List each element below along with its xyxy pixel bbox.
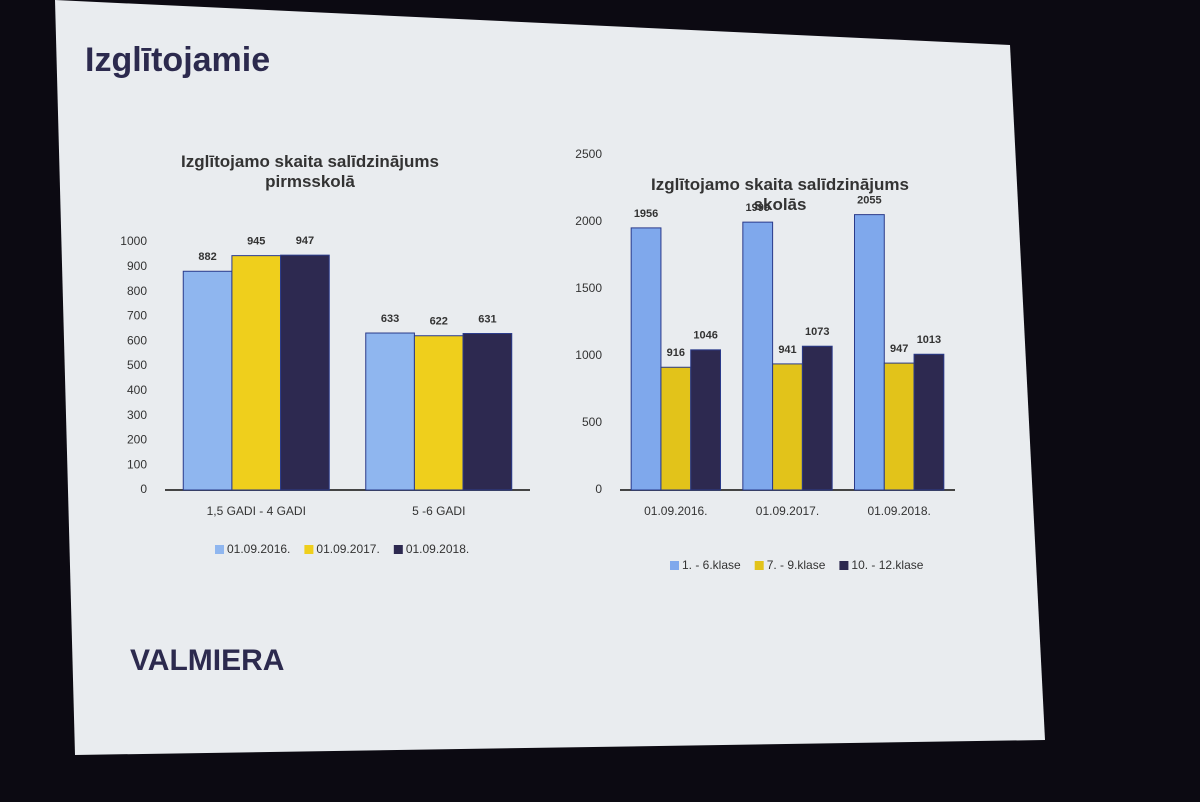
x-tick-label: 1,5 GADI - 4 GADI [207,504,306,518]
y-tick-label: 300 [127,408,147,422]
bar [660,366,692,491]
slide-title: Izglītojamie [85,41,270,79]
bar [913,353,945,491]
bar [182,270,233,491]
y-tick-label: 1000 [575,348,602,362]
y-tick-label: 500 [127,358,147,372]
data-label: 947 [296,235,314,247]
legend-swatch [754,561,764,570]
data-label: 2055 [857,195,881,207]
y-tick-label: 2000 [575,214,602,228]
legend-swatch [215,545,224,554]
data-label: 622 [430,316,448,328]
chart-title: Izglītojamo skaita salīdzinājums pirmssk… [181,152,439,191]
y-tick-label: 800 [127,284,147,298]
slide-background [55,0,1045,755]
bar [231,255,282,491]
bar [883,362,915,491]
y-tick-label: 100 [127,457,147,471]
y-tick-label: 1500 [575,281,602,295]
data-label: 941 [778,344,796,356]
y-tick-label: 700 [127,309,147,323]
bar [742,221,774,491]
logo: VALMIERA [130,644,284,677]
x-tick-label: 01.09.2018. [867,504,930,518]
y-tick-label: 500 [582,415,602,429]
bar [854,214,885,491]
legend-label: 7. - 9.klase [767,558,826,572]
bar [365,332,415,491]
bar [462,333,513,491]
x-tick-label: 5 -6 GADI [412,504,465,518]
y-tick-label: 200 [127,433,147,447]
data-label: 1013 [917,334,941,346]
bar [630,227,662,491]
bar [413,335,464,491]
y-tick-label: 1000 [120,234,147,248]
y-tick-label: 900 [127,259,147,273]
legend-swatch [393,545,403,554]
bar [772,363,803,491]
y-tick-label: 2500 [575,147,602,161]
legend-label: 1. - 6.klase [682,558,741,572]
bar [801,345,833,491]
chart-title: Izglītojamo skaita salīdzinājums skolās [651,175,909,214]
legend-label: 01.09.2018. [406,542,469,556]
legend-label: 10. - 12.klase [851,558,923,572]
legend-swatch [304,545,314,554]
legend-label: 01.09.2017. [316,542,379,556]
bar [690,349,722,491]
data-label: 947 [890,343,908,355]
legend-swatch [670,561,679,570]
data-label: 945 [247,236,265,248]
legend-label: 01.09.2016. [227,542,290,556]
x-tick-label: 01.09.2016. [644,504,707,518]
data-label: 1046 [693,330,717,342]
y-tick-label: 0 [595,482,602,496]
legend-swatch [839,561,849,570]
data-label: 631 [478,313,496,325]
y-tick-label: 0 [140,482,147,496]
bar [280,254,330,491]
data-label: 916 [667,347,685,359]
data-label: 1073 [805,326,829,338]
y-tick-label: 600 [127,333,147,347]
data-label: 1999 [745,202,769,214]
data-label: 633 [381,313,399,325]
x-tick-label: 01.09.2017. [756,504,819,518]
y-tick-label: 400 [127,383,147,397]
data-label: 1956 [634,208,658,220]
data-label: 882 [198,251,216,263]
